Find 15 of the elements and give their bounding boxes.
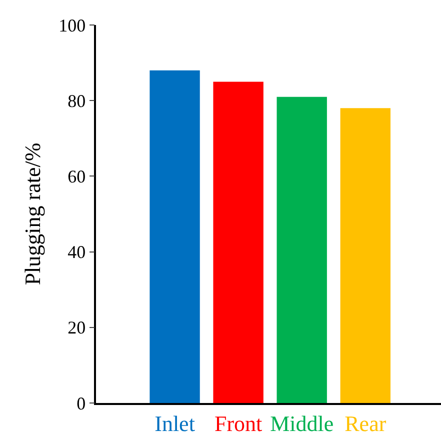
x-tick-label: Middle bbox=[270, 411, 334, 432]
bar bbox=[276, 96, 327, 403]
y-tick-label: 60 bbox=[68, 166, 86, 186]
x-tick-label: Front bbox=[214, 411, 262, 432]
y-tick-label: 20 bbox=[68, 318, 86, 338]
x-tick-label: Rear bbox=[344, 411, 387, 432]
bar bbox=[340, 108, 390, 403]
x-tick-label: Inlet bbox=[154, 411, 195, 432]
y-tick-label: 40 bbox=[68, 242, 86, 262]
bar bbox=[150, 70, 200, 403]
y-tick-label: 100 bbox=[58, 15, 86, 36]
y-tick-label: 0 bbox=[76, 393, 86, 414]
y-axis-title: Plugging rate/% bbox=[20, 142, 45, 286]
y-tick-label: 80 bbox=[68, 90, 86, 111]
bar bbox=[213, 82, 264, 403]
